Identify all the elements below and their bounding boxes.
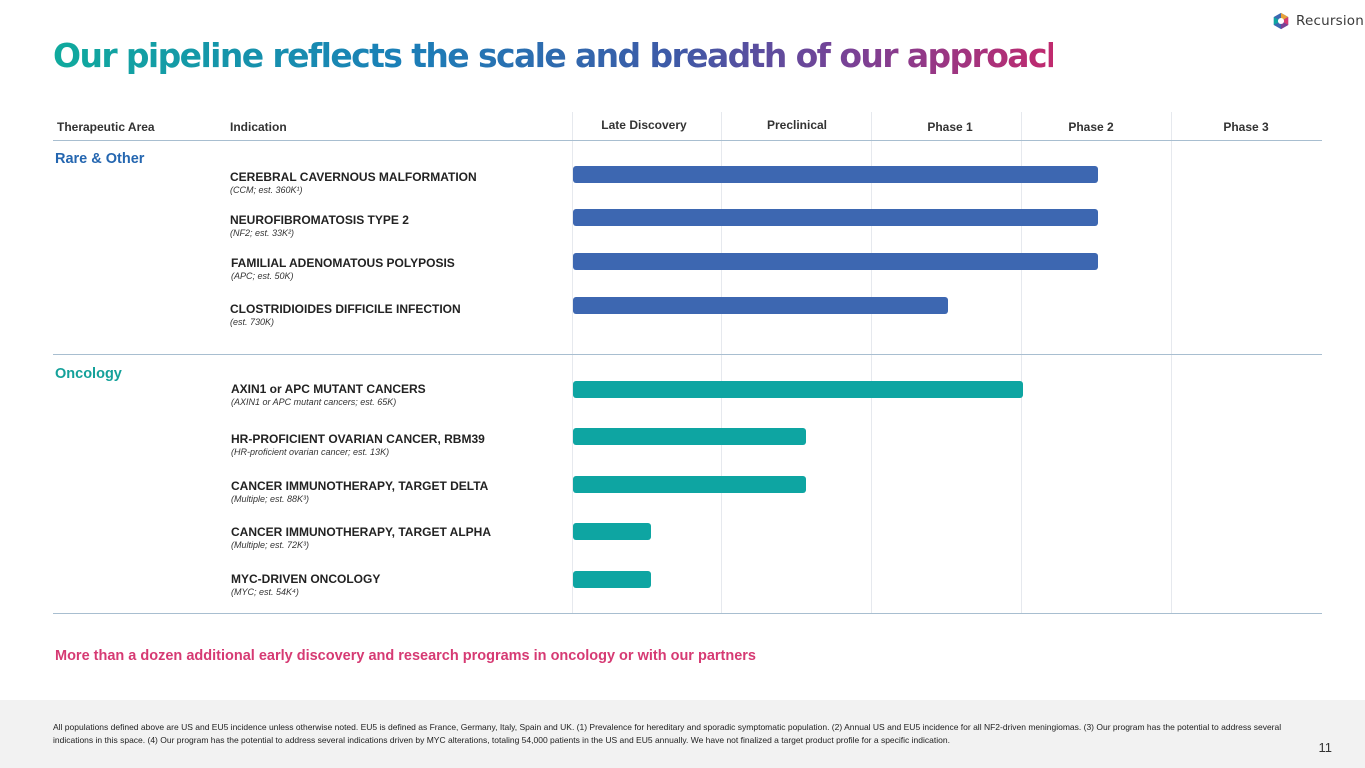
footnote: All populations defined above are US and…: [53, 722, 1282, 745]
indication-name: HR-PROFICIENT OVARIAN CANCER, RBM39: [231, 432, 485, 446]
indication-name: CANCER IMMUNOTHERAPY, TARGET DELTA: [231, 479, 489, 493]
header-divider: [53, 140, 1322, 141]
indication-name: CANCER IMMUNOTHERAPY, TARGET ALPHA: [231, 525, 491, 539]
stage-gridline: [572, 112, 573, 613]
area-oncology: Oncology: [55, 366, 122, 382]
col-header-late-discovery: Late Discovery: [601, 118, 687, 132]
indication-subtitle: (CCM; est. 360K¹): [230, 185, 303, 195]
indication-subtitle: (est. 730K): [230, 317, 275, 327]
indication-name: AXIN1 or APC MUTANT CANCERS: [231, 382, 426, 396]
area-rare-other: Rare & Other: [55, 151, 145, 167]
program-bar: [573, 297, 948, 314]
indication-name: NEUROFIBROMATOSIS TYPE 2: [230, 213, 409, 227]
indication-subtitle: (MYC; est. 54K⁴): [231, 587, 299, 597]
program-bar: [573, 476, 806, 493]
indication-name: CEREBRAL CAVERNOUS MALFORMATION: [230, 170, 477, 184]
program-bar: [573, 523, 651, 540]
col-header-phase-2: Phase 2: [1068, 120, 1114, 134]
col-header-indication: Indication: [230, 120, 287, 134]
stage-gridline: [1021, 112, 1022, 613]
stage-gridline: [871, 112, 872, 613]
program-bar: [573, 253, 1098, 270]
col-header-therapeutic-area: Therapeutic Area: [57, 120, 155, 134]
indication-name: MYC-DRIVEN ONCOLOGY: [231, 572, 381, 586]
program-bar: [573, 209, 1098, 226]
stage-gridline: [1171, 112, 1172, 613]
indication-subtitle: (Multiple; est. 88K³): [231, 494, 310, 504]
indication-subtitle: (HR-proficient ovarian cancer; est. 13K): [231, 447, 390, 457]
table-bottom-divider: [53, 613, 1322, 614]
program-bar: [573, 571, 651, 588]
page-number: 11: [1318, 740, 1333, 755]
recursion-logo: Recursion: [1272, 11, 1364, 31]
col-header-phase-3: Phase 3: [1223, 120, 1269, 134]
indication-subtitle: (NF2; est. 33K²): [230, 228, 295, 238]
page-title: Our pipeline reflects the scale and brea…: [53, 36, 1069, 86]
hexagon-logo-icon: [1273, 12, 1289, 30]
col-header-preclinical: Preclinical: [766, 118, 828, 132]
program-bar: [573, 381, 1023, 398]
indication-name: FAMILIAL ADENOMATOUS POLYPOSIS: [231, 256, 455, 270]
program-bar: [573, 428, 806, 445]
additional-programs-note: More than a dozen additional early disco…: [55, 648, 756, 664]
indication-name: CLOSTRIDIOIDES DIFFICILE INFECTION: [230, 302, 461, 316]
logo-text: Recursion: [1296, 13, 1365, 29]
footer: All populations defined above are US and…: [0, 700, 1365, 768]
program-bar: [573, 166, 1098, 183]
indication-subtitle: (AXIN1 or APC mutant cancers; est. 65K): [231, 397, 397, 407]
stage-gridline: [721, 112, 722, 613]
col-header-phase-1: Phase 1: [927, 120, 973, 134]
indication-subtitle: (APC; est. 50K): [231, 271, 294, 281]
indication-subtitle: (Multiple; est. 72K³): [231, 540, 310, 550]
section-divider: [53, 354, 1322, 355]
